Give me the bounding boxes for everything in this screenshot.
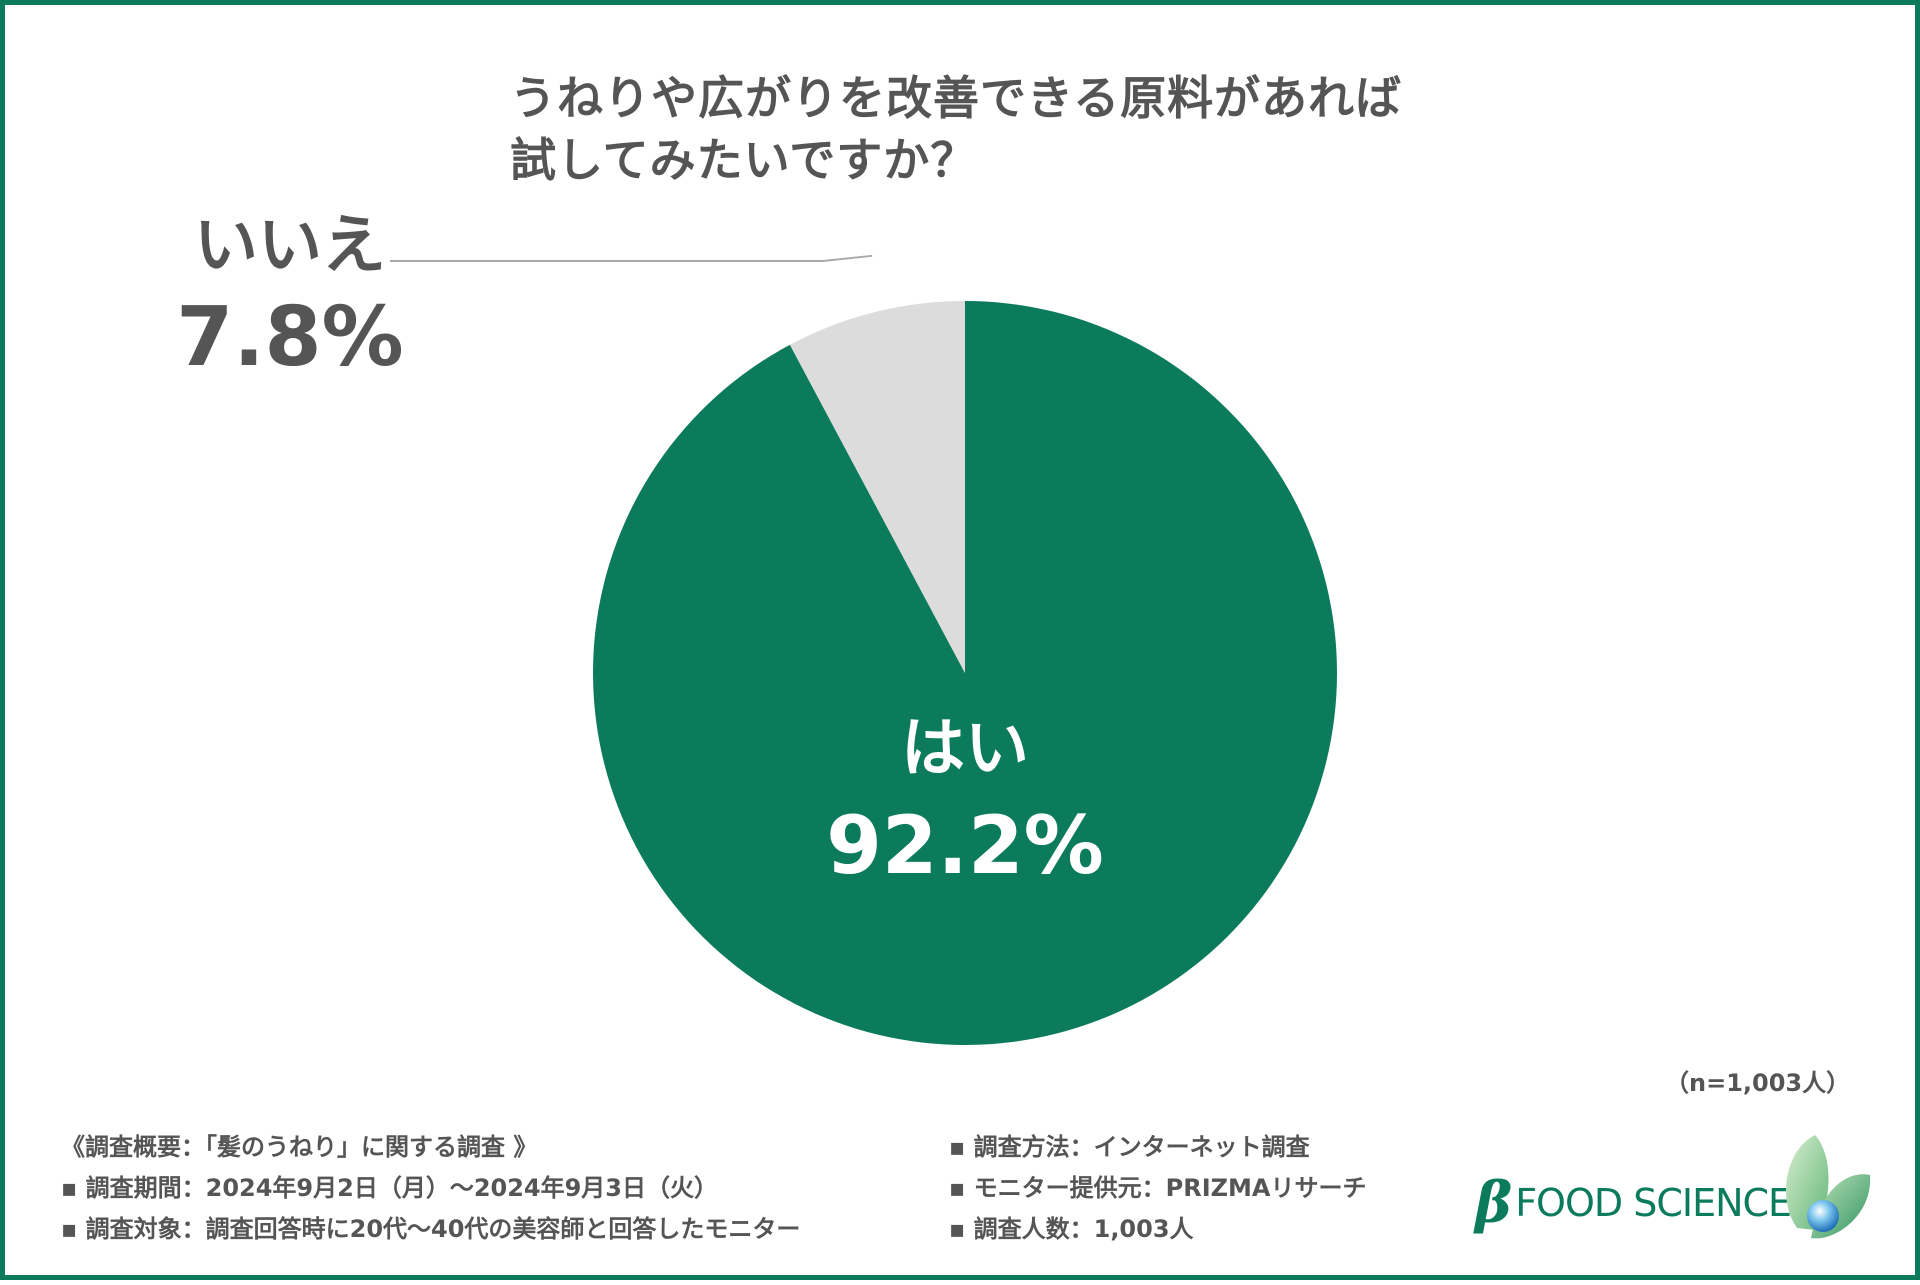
chart-title-line-2: 試してみたいですか？	[510, 133, 978, 187]
chart-title: うねりや広がりを改善できる原料があれば 試してみたいですか？	[510, 67, 1402, 191]
pie-slice-no	[789, 301, 965, 673]
logo-beta-symbol: β	[1475, 1170, 1512, 1236]
sample-size-note: （n=1,003人）	[1665, 1069, 1851, 1097]
slice-label-no: いいえ	[194, 209, 386, 283]
logo-wordmark: β FOOD SCIENCE	[1475, 1170, 1792, 1236]
logo-text: FOOD SCIENCE	[1515, 1181, 1792, 1225]
survey-overview-heading: 《調査概要：「髪のうねり」に関する調査 》	[61, 1133, 538, 1161]
survey-period: ▪ 調査期間：2024年9月2日（月）〜2024年9月3日（火）	[61, 1174, 719, 1202]
slice-value-yes: 92.2%	[826, 799, 1104, 892]
slice-label-yes: はい	[901, 712, 1029, 786]
chart-title-line-1: うねりや広がりを改善できる原料があれば	[510, 71, 1403, 125]
survey-method: ▪ 調査方法：インターネット調査	[949, 1133, 1310, 1161]
slice-value-no: 7.8%	[176, 290, 403, 385]
survey-overview-right: ▪ 調査方法：インターネット調査 ▪ モニター提供元：PRIZMAリサーチ ▪ …	[949, 1127, 1366, 1250]
leader-line-no	[390, 254, 873, 262]
survey-count: ▪ 調査人数：1,003人	[949, 1215, 1194, 1243]
survey-target: ▪ 調査対象：調査回答時に20代〜40代の美容師と回答したモニター	[61, 1215, 801, 1243]
survey-overview-left: 《調査概要：「髪のうねり」に関する調査 》 ▪ 調査期間：2024年9月2日（月…	[61, 1127, 800, 1250]
beta-food-science-logo: β FOOD SCIENCE	[1475, 1130, 1895, 1250]
leaf-emblem-icon	[1785, 1135, 1871, 1239]
monitor-provider: ▪ モニター提供元：PRIZMAリサーチ	[949, 1174, 1367, 1202]
